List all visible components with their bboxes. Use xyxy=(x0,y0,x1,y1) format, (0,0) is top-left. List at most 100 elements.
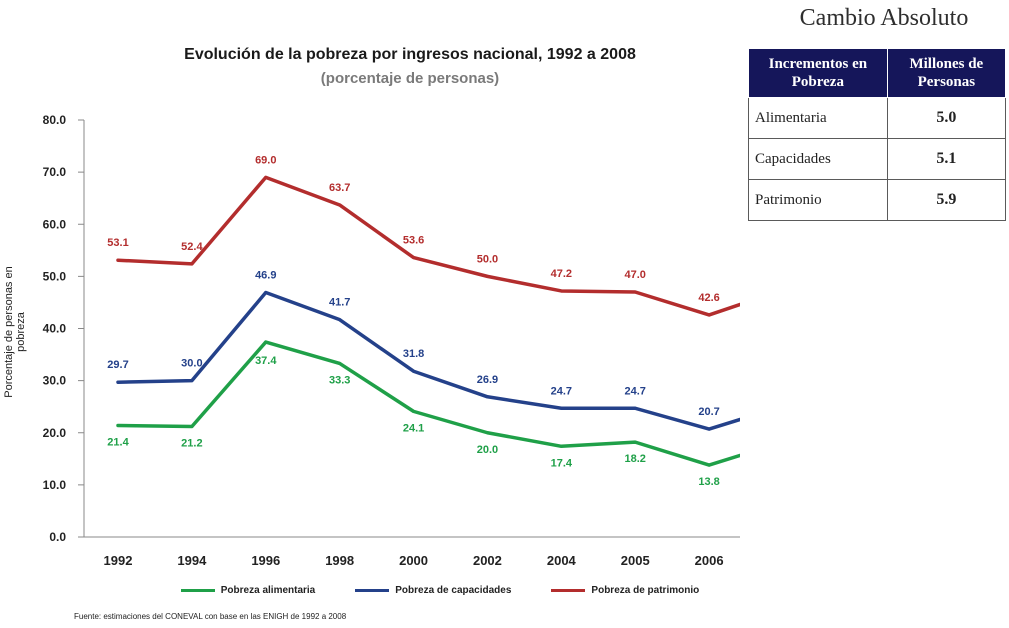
y-tick-label: 40.0 xyxy=(43,322,67,336)
side-panel-title: Cambio Absoluto xyxy=(799,5,969,31)
series-line-1 xyxy=(116,290,740,431)
legend-swatch-patrimonio xyxy=(551,589,586,592)
data-point xyxy=(707,313,711,317)
legend-swatch-capacidades xyxy=(355,589,390,592)
series-line-2 xyxy=(116,175,740,317)
data-point xyxy=(485,274,489,278)
data-label: 18.2 xyxy=(625,453,646,465)
data-point xyxy=(485,395,489,399)
data-label: 41.7 xyxy=(329,297,350,309)
y-tick-label: 70.0 xyxy=(43,165,67,179)
data-label: 42.6 xyxy=(698,292,719,304)
data-point xyxy=(190,424,194,428)
data-point xyxy=(190,262,194,266)
data-point xyxy=(116,380,120,384)
data-label: 26.9 xyxy=(477,374,498,386)
data-label: 69.0 xyxy=(255,154,276,166)
x-tick-label: 1992 xyxy=(104,553,133,568)
data-label: 63.7 xyxy=(329,182,350,194)
data-point xyxy=(633,290,637,294)
data-point xyxy=(338,203,342,207)
data-label: 30.0 xyxy=(181,358,202,370)
legend-item-capacidades: Pobreza de capacidades xyxy=(355,585,511,596)
data-label: 53.1 xyxy=(107,237,128,249)
x-tick-label: 2004 xyxy=(547,553,577,568)
data-point xyxy=(190,379,194,383)
data-point xyxy=(707,463,711,467)
data-label: 24.7 xyxy=(551,385,572,397)
y-tick-label: 30.0 xyxy=(43,374,67,388)
row-label: Capacidades xyxy=(748,138,888,180)
row-label: Alimentaria xyxy=(748,97,888,139)
data-point xyxy=(559,444,563,448)
data-point xyxy=(116,258,120,262)
data-point xyxy=(633,440,637,444)
data-point xyxy=(559,406,563,410)
legend-label-alimentaria: Pobreza alimentaria xyxy=(220,585,316,596)
data-label: 47.2 xyxy=(551,268,572,280)
table-row: Capacidades 5.1 xyxy=(748,138,1007,180)
row-label: Patrimonio xyxy=(748,179,888,221)
data-label: 20.7 xyxy=(698,406,719,418)
x-tick-label: 2006 xyxy=(695,553,724,568)
y-tick-label: 10.0 xyxy=(43,478,67,492)
legend-label-capacidades: Pobreza de capacidades xyxy=(395,585,512,596)
data-label: 21.4 xyxy=(107,436,129,448)
data-label: 20.0 xyxy=(477,444,498,456)
data-label: 33.3 xyxy=(329,374,350,386)
data-label: 53.6 xyxy=(403,235,424,247)
data-point xyxy=(264,291,268,295)
x-tick-label: 1994 xyxy=(177,553,207,568)
legend-swatch-alimentaria xyxy=(180,589,215,592)
legend-label-patrimonio: Pobreza de patrimonio xyxy=(591,585,700,596)
chart-legend: Pobreza alimentaria Pobreza de capacidad… xyxy=(160,585,720,596)
data-point xyxy=(485,431,489,435)
table-row: Alimentaria 5.0 xyxy=(748,97,1007,139)
series-line-0 xyxy=(116,340,740,467)
data-label: 50.0 xyxy=(477,253,498,265)
x-tick-label: 2002 xyxy=(473,553,502,568)
table-header-incrementos: Incrementos en Pobreza xyxy=(748,48,888,98)
data-label: 47.0 xyxy=(625,269,646,281)
x-tick-label: 1996 xyxy=(251,553,280,568)
data-label: 31.8 xyxy=(403,348,424,360)
data-label: 52.4 xyxy=(181,241,203,253)
data-point xyxy=(264,340,268,344)
data-label: 29.7 xyxy=(107,359,128,371)
table-header-row: Incrementos en Pobreza Millones de Perso… xyxy=(748,48,1007,98)
chart-title: Evolución de la pobreza por ingresos nac… xyxy=(184,46,636,63)
table-header-millones: Millones de Personas xyxy=(886,48,1007,98)
data-point xyxy=(264,175,268,179)
data-label: 37.4 xyxy=(255,355,277,367)
source-note: Fuente: estimaciones del CONEVAL con bas… xyxy=(74,612,347,621)
y-tick-label: 0.0 xyxy=(49,530,66,544)
data-point xyxy=(338,361,342,365)
data-point xyxy=(559,289,563,293)
data-label: 46.9 xyxy=(255,270,276,282)
cambio-absoluto-table: Incrementos en Pobreza Millones de Perso… xyxy=(748,48,1007,221)
row-value: 5.9 xyxy=(886,179,1007,221)
data-label: 13.8 xyxy=(698,476,719,488)
row-value: 5.1 xyxy=(886,138,1007,180)
data-point xyxy=(633,406,637,410)
data-point xyxy=(412,409,416,413)
data-point xyxy=(412,369,416,373)
legend-item-patrimonio: Pobreza de patrimonio xyxy=(551,585,699,596)
y-tick-label: 80.0 xyxy=(43,113,67,127)
table-row: Patrimonio 5.9 xyxy=(748,179,1007,221)
x-tick-label: 2000 xyxy=(399,553,428,568)
data-label: 21.2 xyxy=(181,437,202,449)
x-tick-label: 1998 xyxy=(325,553,354,568)
y-tick-label: 50.0 xyxy=(43,269,67,283)
data-point xyxy=(116,423,120,427)
data-point xyxy=(707,427,711,431)
data-label: 24.1 xyxy=(403,422,424,434)
chart-subtitle: (porcentaje de personas) xyxy=(320,70,500,87)
row-value: 5.0 xyxy=(886,97,1007,139)
x-tick-label: 2005 xyxy=(621,553,650,568)
y-tick-label: 20.0 xyxy=(43,426,67,440)
data-label: 17.4 xyxy=(551,457,573,469)
data-label: 24.7 xyxy=(625,385,646,397)
y-tick-label: 60.0 xyxy=(43,217,67,231)
data-point xyxy=(338,318,342,322)
